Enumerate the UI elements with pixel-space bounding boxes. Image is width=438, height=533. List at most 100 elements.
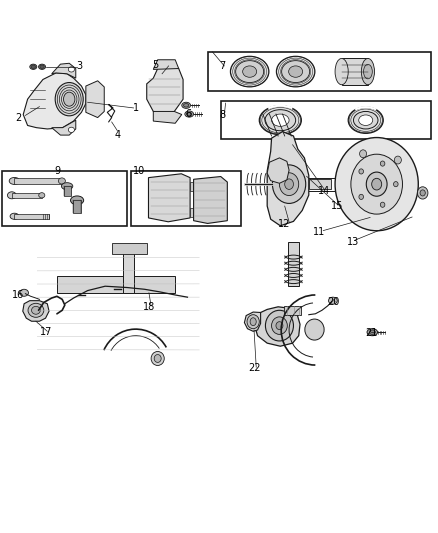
Text: 16: 16 (12, 290, 25, 300)
Ellipse shape (243, 66, 257, 77)
Ellipse shape (348, 107, 383, 133)
Bar (14, 178, 62, 184)
Bar (73, 200, 81, 213)
Ellipse shape (272, 317, 287, 334)
Ellipse shape (289, 66, 303, 77)
Ellipse shape (272, 165, 306, 204)
Ellipse shape (35, 309, 44, 316)
Text: 9: 9 (54, 166, 60, 176)
Ellipse shape (247, 314, 259, 329)
Ellipse shape (361, 59, 374, 85)
Polygon shape (23, 301, 49, 321)
Ellipse shape (250, 318, 256, 326)
Ellipse shape (393, 182, 398, 187)
Polygon shape (267, 158, 289, 183)
Polygon shape (52, 120, 76, 135)
Ellipse shape (265, 110, 296, 131)
Bar (64, 186, 71, 196)
Ellipse shape (182, 102, 191, 108)
Ellipse shape (272, 114, 289, 126)
Ellipse shape (359, 169, 364, 174)
Text: 13: 13 (346, 237, 359, 247)
Ellipse shape (351, 154, 403, 214)
Bar (309, 179, 331, 189)
Ellipse shape (68, 127, 74, 133)
Text: 1: 1 (133, 103, 139, 113)
Ellipse shape (39, 64, 46, 69)
Ellipse shape (328, 297, 337, 304)
Ellipse shape (366, 172, 387, 196)
Ellipse shape (265, 310, 293, 341)
Bar (14, 214, 49, 219)
Ellipse shape (372, 179, 381, 190)
Ellipse shape (30, 64, 37, 69)
Text: 14: 14 (318, 186, 330, 196)
Text: 6: 6 (185, 109, 191, 119)
Text: 20: 20 (328, 297, 340, 308)
Bar (112, 243, 147, 254)
Ellipse shape (71, 196, 84, 205)
Ellipse shape (282, 61, 310, 83)
Bar (190, 182, 198, 191)
Ellipse shape (39, 192, 45, 198)
Bar (123, 251, 134, 293)
Ellipse shape (58, 178, 65, 184)
Bar (131, 171, 241, 226)
Ellipse shape (184, 103, 189, 107)
Text: 3: 3 (77, 61, 83, 71)
Ellipse shape (236, 61, 264, 83)
Bar (12, 192, 42, 198)
Ellipse shape (9, 177, 20, 184)
Text: 17: 17 (40, 327, 52, 337)
Text: 22: 22 (249, 363, 261, 373)
Ellipse shape (367, 329, 378, 336)
Text: 4: 4 (114, 130, 120, 140)
Ellipse shape (187, 112, 192, 116)
Ellipse shape (276, 322, 283, 329)
Text: 2: 2 (15, 114, 21, 124)
Ellipse shape (417, 187, 428, 199)
Ellipse shape (394, 156, 401, 164)
Ellipse shape (259, 106, 301, 135)
Text: 8: 8 (219, 110, 226, 120)
Ellipse shape (151, 351, 164, 366)
Ellipse shape (154, 354, 161, 362)
Polygon shape (86, 81, 104, 118)
Bar (221, 101, 431, 140)
Bar (57, 276, 175, 293)
Polygon shape (244, 312, 261, 332)
Polygon shape (147, 63, 183, 116)
Bar (208, 52, 431, 91)
Polygon shape (153, 111, 182, 123)
Ellipse shape (380, 161, 385, 166)
Ellipse shape (359, 195, 364, 199)
Polygon shape (148, 174, 190, 222)
Text: 11: 11 (313, 228, 325, 237)
Ellipse shape (359, 115, 373, 125)
Ellipse shape (279, 173, 299, 196)
Text: 15: 15 (331, 201, 343, 211)
Ellipse shape (364, 64, 372, 79)
Ellipse shape (185, 111, 194, 117)
Ellipse shape (335, 59, 348, 85)
Bar (284, 306, 301, 314)
Polygon shape (267, 132, 309, 226)
Ellipse shape (7, 192, 16, 199)
Polygon shape (254, 307, 300, 346)
Text: 12: 12 (278, 219, 290, 229)
Ellipse shape (369, 330, 375, 334)
Ellipse shape (230, 56, 269, 87)
Bar (190, 208, 198, 217)
Ellipse shape (335, 138, 418, 231)
Ellipse shape (32, 306, 40, 314)
Ellipse shape (68, 67, 74, 72)
Polygon shape (194, 176, 227, 223)
Ellipse shape (31, 65, 35, 69)
Text: 10: 10 (133, 166, 145, 176)
Ellipse shape (380, 202, 385, 207)
Ellipse shape (20, 289, 28, 296)
Polygon shape (153, 60, 179, 69)
Ellipse shape (10, 213, 19, 220)
Ellipse shape (64, 92, 75, 106)
Ellipse shape (276, 56, 315, 87)
